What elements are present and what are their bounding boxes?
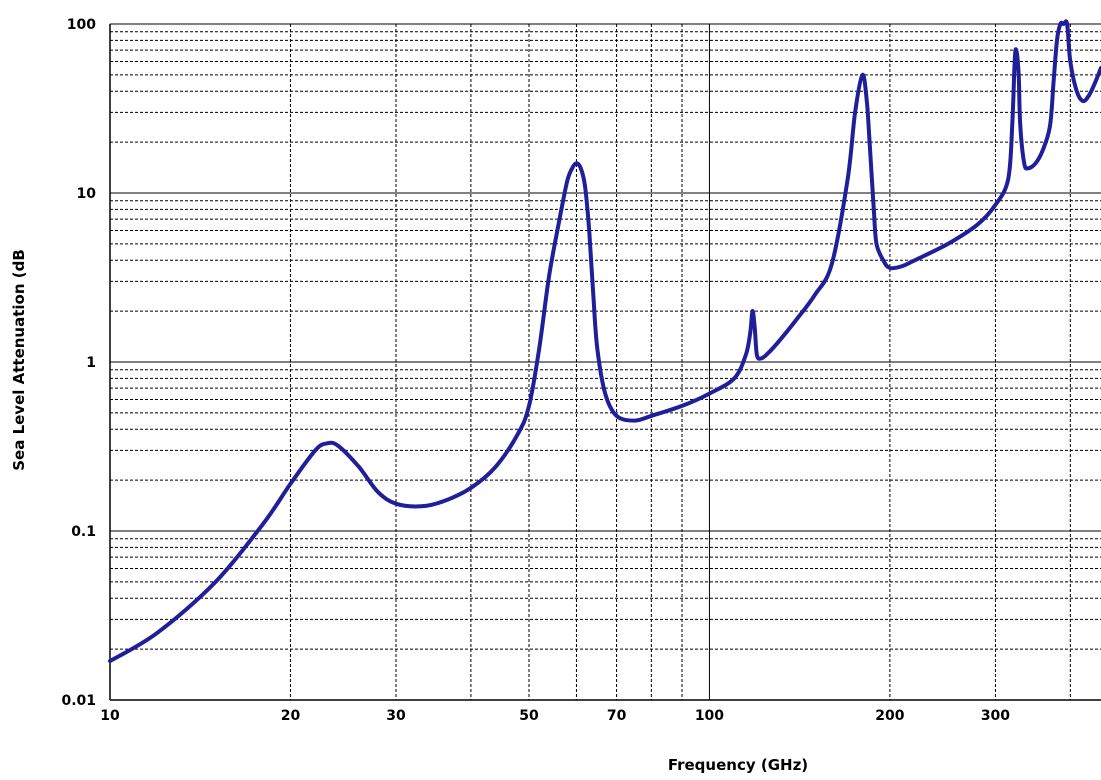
y-tick-label: 1 bbox=[86, 355, 96, 371]
plot-border bbox=[109, 24, 1101, 701]
y-tick-labels: 0.01 0.1 1 10 100 bbox=[61, 17, 96, 709]
x-tick-label: 10 bbox=[100, 708, 120, 724]
x-tick-label: 70 bbox=[607, 708, 627, 724]
x-tick-labels: 10 20 30 50 70 100 200 300 bbox=[100, 708, 1010, 724]
y-axis-title: Sea Level Attenuation (dB bbox=[10, 249, 28, 471]
x-tick-label: 200 bbox=[875, 708, 904, 724]
y-tick-label: 100 bbox=[67, 17, 96, 33]
x-tick-label: 50 bbox=[519, 708, 539, 724]
x-tick-label: 30 bbox=[386, 708, 406, 724]
x-axis-title: Frequency (GHz) bbox=[668, 756, 808, 774]
y-tick-label: 0.1 bbox=[71, 524, 96, 540]
x-tick-label: 100 bbox=[695, 708, 724, 724]
y-tick-label: 10 bbox=[77, 186, 97, 202]
series-line-attenuation bbox=[108, 19, 1101, 664]
x-tick-label: 300 bbox=[981, 708, 1010, 724]
series-group bbox=[108, 19, 1101, 664]
y-tick-label: 0.01 bbox=[61, 693, 96, 709]
x-tick-label: 20 bbox=[281, 708, 301, 724]
